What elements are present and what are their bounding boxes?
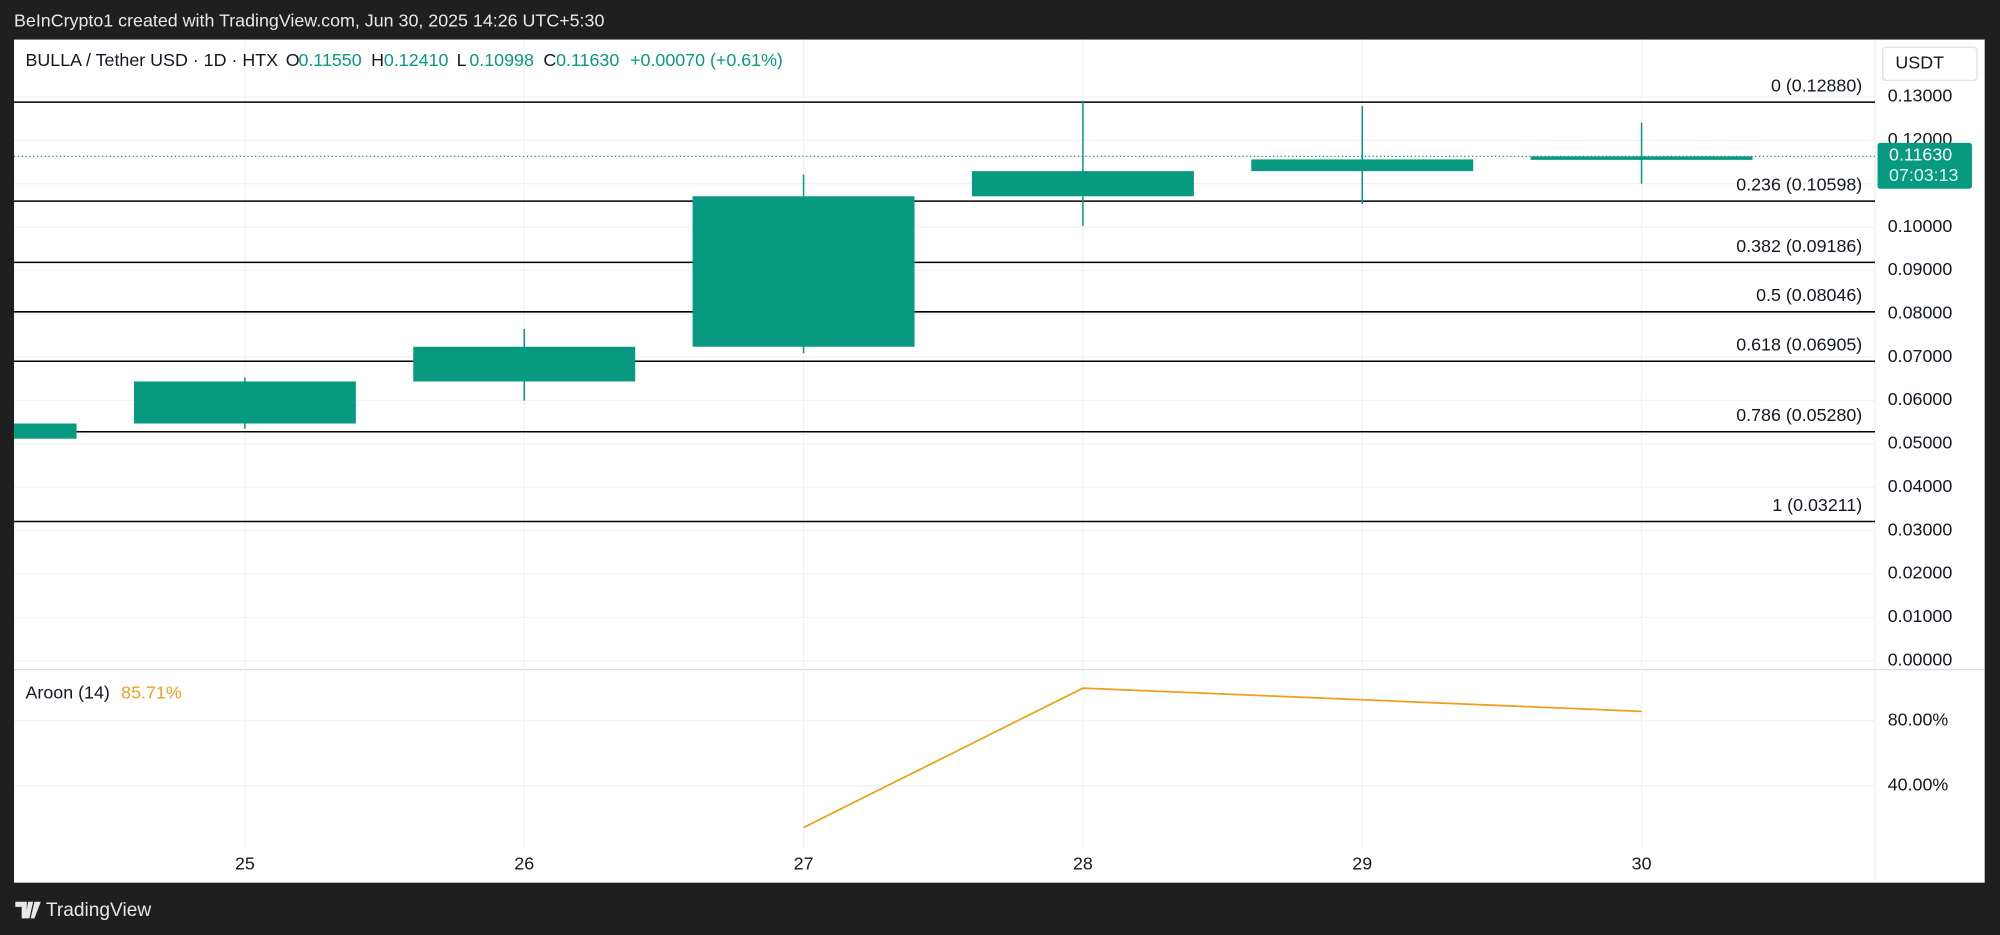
last-price: 0.11630 xyxy=(1889,144,1952,164)
x-tick-label: 28 xyxy=(1073,854,1093,874)
y-tick-label: 0.02000 xyxy=(1888,563,1953,583)
legend-value: 0.12410 xyxy=(384,50,449,70)
candle-body xyxy=(971,171,1194,197)
aroon-line xyxy=(803,687,1642,829)
candle-body xyxy=(1530,156,1753,160)
fib-label: 0.382 (0.09186) xyxy=(1736,236,1862,256)
change: +0.00070 (+0.61%) xyxy=(630,50,783,70)
x-tick-label: 30 xyxy=(1632,854,1652,874)
candle-body xyxy=(14,423,77,439)
legend-key: L xyxy=(457,50,467,70)
brand: TradingView xyxy=(46,900,151,921)
symbol: BULLA / Tether USD · 1D · HTX xyxy=(26,50,279,70)
fib-label: 0.5 (0.08046) xyxy=(1756,285,1862,305)
watermark: BeInCrypto1 created with TradingView.com… xyxy=(14,10,604,30)
currency-button[interactable] xyxy=(1882,46,1978,82)
candle-body xyxy=(692,196,915,347)
y-tick-label: 0.10000 xyxy=(1888,216,1953,236)
y-tick-label: 0.00000 xyxy=(1888,649,1953,669)
y-tick-label: 0.07000 xyxy=(1888,346,1953,366)
y-tick-label: 0.05000 xyxy=(1888,433,1953,453)
y-tick-label: 80.00% xyxy=(1888,709,1949,729)
y-tick-label: 0.01000 xyxy=(1888,606,1953,626)
legend-key: C xyxy=(543,50,556,70)
candle-body xyxy=(413,346,636,382)
fib-label: 0 (0.12880) xyxy=(1771,76,1862,96)
aroon-value: 85.71% xyxy=(121,683,182,703)
aroon-pane xyxy=(14,670,1875,849)
currency[interactable]: USDT xyxy=(1895,53,1944,73)
y-tick-label: 0.09000 xyxy=(1888,259,1953,279)
x-tick-label: 29 xyxy=(1352,854,1372,874)
y-tick-label: 0.08000 xyxy=(1888,303,1953,323)
candle-body xyxy=(1251,159,1474,172)
y-tick-label: 0.06000 xyxy=(1888,389,1953,409)
aroon-title: Aroon (14) xyxy=(26,683,110,703)
legend-value: 0.10998 xyxy=(469,50,534,70)
y-tick-label: 0.13000 xyxy=(1888,86,1953,106)
x-tick-label: 25 xyxy=(235,854,255,874)
legend-value: 0.11630 xyxy=(556,50,619,70)
y-tick-label: 0.04000 xyxy=(1888,476,1953,496)
main-pane: 0 (0.12880) 0.236 (0.10598) 0.382 (0.09186… xyxy=(14,39,1875,670)
y-tick-label: 40.00% xyxy=(1888,774,1949,794)
candle-body xyxy=(133,381,356,424)
fib-label: 1 (0.03211) xyxy=(1772,495,1862,515)
fib-label: 0.618 (0.06905) xyxy=(1736,335,1862,355)
legend-value: 0.11550 xyxy=(298,50,361,70)
y-tick-label: 0.03000 xyxy=(1888,519,1953,539)
legend-key: O xyxy=(286,50,300,70)
chart-panel xyxy=(14,39,1985,883)
fib-label: 0.236 (0.10598) xyxy=(1736,175,1862,195)
legend-key: H xyxy=(371,50,384,70)
price-tag xyxy=(1877,142,1972,189)
brand-logo xyxy=(15,901,41,919)
fib-label: 0.786 (0.05280) xyxy=(1736,405,1862,425)
x-tick-label: 27 xyxy=(794,854,814,874)
x-tick-label: 26 xyxy=(514,854,534,874)
countdown: 07:03:13 xyxy=(1889,165,1959,185)
